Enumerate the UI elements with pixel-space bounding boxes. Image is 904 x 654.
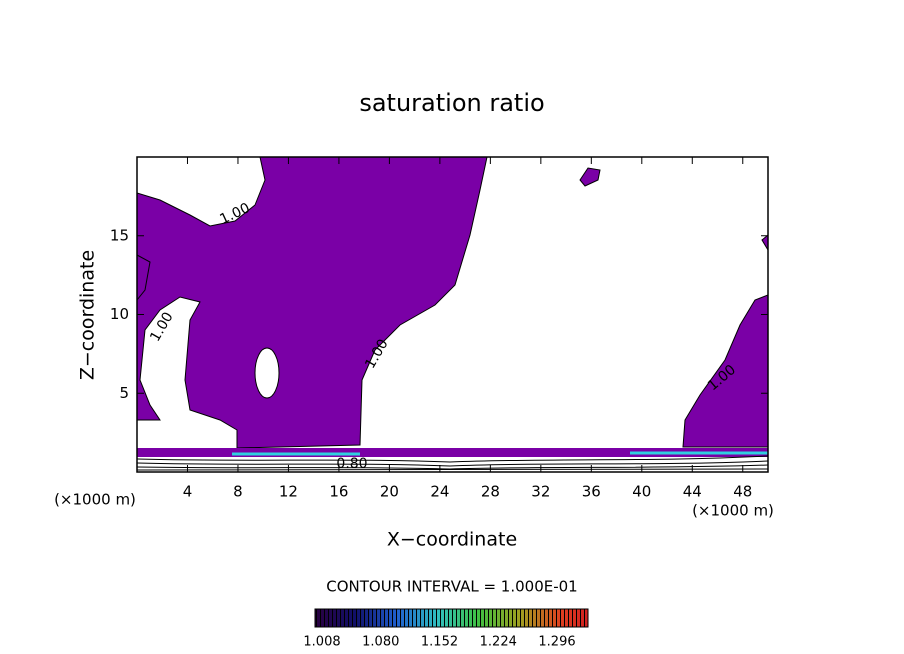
y-tick-label: 5 [119, 384, 129, 402]
colorbar-label: 1.152 [421, 635, 458, 650]
x-unit-label: (×1000 m) [692, 502, 774, 520]
x-tick-label: 32 [531, 483, 550, 501]
y-unit-label: (×1000 m) [54, 491, 136, 509]
contour-line [137, 455, 768, 463]
colorbar-label: 1.080 [362, 635, 399, 650]
contour-field [137, 157, 768, 471]
colorbar-label: 1.224 [480, 635, 517, 650]
x-tick-label: 16 [329, 483, 348, 501]
x-tick-label: 24 [430, 483, 449, 501]
contour-interval: CONTOUR INTERVAL = 1.000E-01 [326, 578, 577, 596]
contour-line [137, 464, 768, 470]
contour-label: 0.80 [336, 456, 367, 472]
contour-region [682, 294, 768, 448]
colorbar-label: 1.008 [303, 635, 340, 650]
x-tick-label: 8 [233, 483, 243, 501]
contour-region [761, 234, 768, 251]
x-tick-label: 20 [380, 483, 399, 501]
x-tick-label: 36 [582, 483, 601, 501]
contour-region [579, 167, 601, 187]
contour-region [137, 448, 768, 457]
x-tick-label: 28 [481, 483, 500, 501]
contour-region [137, 157, 488, 449]
chart-title: saturation ratio [359, 89, 544, 117]
y-axis-label: Z−coordinate [77, 250, 99, 380]
y-tick-label: 10 [110, 305, 129, 323]
contour-line [137, 460, 768, 467]
x-tick-label: 12 [279, 483, 298, 501]
x-tick-label: 4 [183, 483, 193, 501]
colorbar-label: 1.296 [538, 635, 575, 650]
contour-line [137, 468, 768, 471]
contour-hole [254, 347, 280, 399]
x-tick-label: 40 [632, 483, 651, 501]
colorbar-frame [314, 608, 589, 628]
x-tick-label: 48 [733, 483, 752, 501]
y-tick-label: 15 [110, 226, 129, 244]
contour-region [137, 254, 151, 301]
x-axis-label: X−coordinate [387, 529, 517, 551]
x-tick-label: 44 [683, 483, 702, 501]
